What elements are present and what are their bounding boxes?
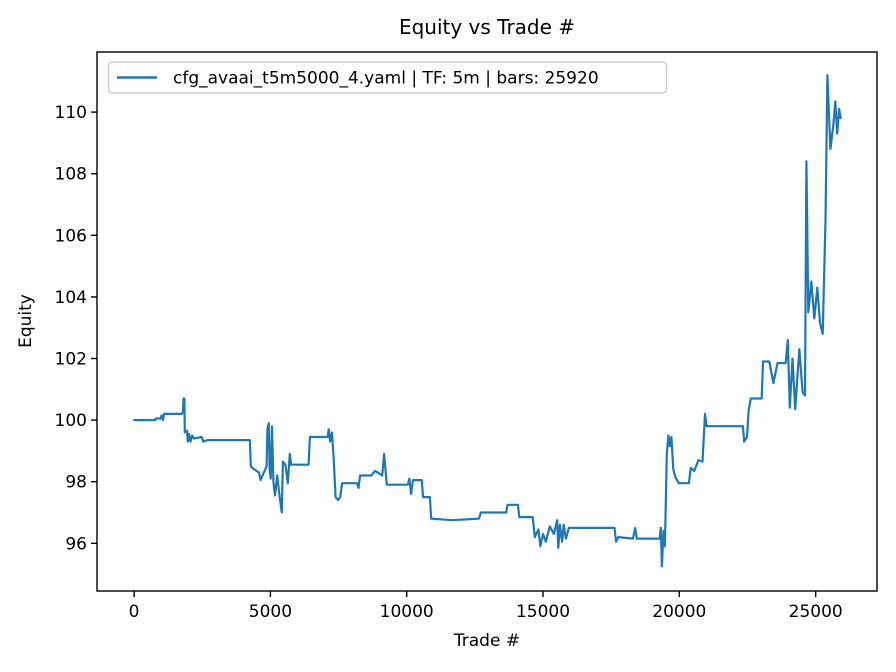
x-tick-label: 25000 — [789, 602, 843, 622]
y-axis-ticks: 96 98 100 102 104 106 108 110 — [55, 103, 97, 554]
y-tick-label: 102 — [55, 350, 87, 370]
equity-series-line — [133, 73, 842, 568]
legend-box — [107, 61, 668, 94]
chart-title: Equity vs Trade # — [399, 15, 575, 39]
legend-label: cfg_avaai_t5m5000_4.yaml | TF: 5m | bars… — [173, 69, 599, 89]
x-axis-ticks: 0 5000 10000 15000 20000 25000 — [129, 591, 843, 622]
x-tick-label: 0 — [129, 602, 140, 622]
x-tick-label: 10000 — [380, 602, 434, 622]
y-tick-label: 100 — [55, 411, 87, 431]
legend: cfg_avaai_t5m5000_4.yaml | TF: 5m | bars… — [107, 61, 668, 94]
y-tick-label: 98 — [65, 473, 87, 493]
x-tick-label: 15000 — [516, 602, 570, 622]
x-axis-label: Trade # — [453, 631, 520, 651]
y-tick-label: 106 — [55, 226, 87, 246]
y-tick-label: 108 — [55, 165, 87, 185]
y-axis-label: Equity — [16, 294, 36, 348]
x-tick-label: 20000 — [652, 602, 706, 622]
y-tick-label: 96 — [65, 534, 87, 554]
x-tick-label: 5000 — [249, 602, 292, 622]
y-tick-label: 104 — [55, 288, 87, 308]
plot-area-border — [96, 51, 878, 592]
y-tick-label: 110 — [55, 103, 87, 123]
